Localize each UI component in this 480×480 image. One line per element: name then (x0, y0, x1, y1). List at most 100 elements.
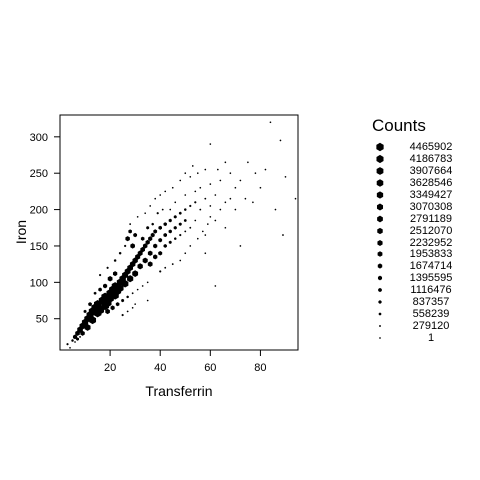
hexbin-cell (115, 302, 120, 307)
hexbin-cell (93, 291, 97, 295)
hexbin-cell (154, 197, 156, 200)
x-axis: 20 40 60 80 (104, 350, 267, 374)
hexbin-cell (121, 313, 124, 317)
legend-hexagon-shape (379, 325, 381, 328)
legend-item: 558239 (372, 308, 472, 320)
hexbin-cell (150, 232, 155, 238)
hexbin-cell (146, 281, 149, 284)
hexbin-cell (151, 222, 154, 226)
y-axis: 50 100 150 200 250 300 (30, 132, 60, 326)
hexbin-cell (113, 259, 117, 262)
hexbin-cell (112, 271, 118, 277)
hexbin-cell (264, 168, 267, 171)
hexbin-cell (204, 234, 207, 236)
x-tick-label: 80 (254, 362, 266, 374)
hexbin-cell (244, 197, 247, 200)
hexbin-cell (147, 250, 153, 256)
hexbin-cell (184, 230, 187, 233)
legend-item: 4186783 (372, 153, 472, 165)
hexbin-cell (274, 208, 277, 211)
hexbin-cell (229, 197, 232, 200)
legend-hexagon (376, 191, 384, 199)
legend-hexagon (376, 154, 384, 164)
hexbin-cell (98, 287, 102, 292)
hexbin-cell (169, 208, 172, 211)
hexbin-cell (189, 204, 192, 208)
hexbin-cell (207, 223, 209, 226)
legend-hexagon-shape (378, 300, 382, 305)
hexbin-cell (147, 261, 153, 267)
hexbin-cell (189, 226, 192, 229)
hexbin-cell (199, 208, 202, 211)
hexbin-cell (209, 183, 212, 186)
hexbin-cell (159, 270, 162, 273)
hexbin-cell (194, 201, 197, 204)
legend-item: 2232952 (372, 237, 472, 249)
hexbin-cell (163, 222, 167, 227)
legend-hexagon (377, 275, 383, 281)
legend-count-label: 3349427 (409, 188, 453, 201)
legend-hexagon (376, 203, 384, 211)
hexbin-cell (132, 270, 139, 277)
legend-count-label: 1116476 (410, 284, 452, 297)
hexbin-cell (173, 225, 177, 230)
hexbin-cell (142, 257, 148, 264)
hexbin-cell (184, 208, 187, 211)
legend-title: Counts (372, 116, 426, 135)
hexbin-cell (137, 263, 143, 270)
legend-count-label: 558239 (412, 308, 450, 321)
hexbin-cell (254, 172, 257, 175)
legend-item: 3628546 (372, 177, 472, 189)
hexbin-cell (153, 254, 158, 260)
legend-count-label: 1 (427, 332, 435, 344)
hexbin-cell (173, 215, 177, 219)
legend-item: 1116476 (372, 284, 472, 296)
hexbin-cell (178, 222, 182, 226)
hexbin-cell (202, 230, 204, 233)
legend-hexagon (377, 227, 383, 234)
hexbin-cell (284, 175, 287, 178)
hexbin-marks (66, 121, 297, 349)
hexbin-cell (84, 324, 91, 331)
hexbin-cell (197, 172, 199, 175)
hexbin-cell (161, 208, 164, 211)
hexbin-cell (126, 310, 129, 313)
legend-hexagon-shape (377, 251, 383, 258)
hexbin-cell (105, 308, 110, 315)
hexbin-cell (153, 229, 158, 234)
hexbin-cell (217, 168, 219, 171)
legend-item: 4465902 (372, 141, 472, 153)
hexbin-cell (209, 143, 212, 145)
legend-item: 1674714 (372, 260, 472, 272)
hexbin-cell (179, 259, 182, 262)
hexbin-cell (136, 288, 139, 291)
hexbin-cell (174, 201, 177, 204)
x-axis-label: Transferrin (145, 383, 212, 399)
hexbin-cell (116, 284, 124, 293)
hexbin-cell (125, 236, 130, 242)
hexbin-cell (183, 218, 187, 223)
legend-hexagon-shape (376, 179, 384, 187)
legend-hexagon (376, 166, 384, 175)
legend-hexagon-shape (377, 263, 383, 269)
y-tick-label: 300 (30, 132, 48, 144)
hexbin-cell (168, 240, 172, 245)
hexbin-cell (189, 175, 192, 178)
hexbin-cell (71, 339, 74, 342)
legend-hexagon (378, 300, 382, 305)
legend-count-label: 4465902 (409, 141, 453, 153)
legend-item: 1953833 (372, 248, 472, 260)
legend-hexagon-shape (376, 203, 384, 211)
hexbin-cell (103, 283, 108, 289)
hexbin-cell (106, 266, 109, 269)
hexbin-cell (163, 232, 168, 238)
hexbin-cell (252, 201, 254, 204)
hexbin-cell (214, 285, 217, 287)
legend-item: 279120 (372, 320, 472, 332)
x-tick-label: 20 (104, 362, 116, 374)
legend-hexagon (377, 263, 383, 269)
hexbin-cell (121, 298, 125, 303)
hexbin-cell (168, 218, 172, 223)
hexbin-cell (224, 226, 227, 229)
